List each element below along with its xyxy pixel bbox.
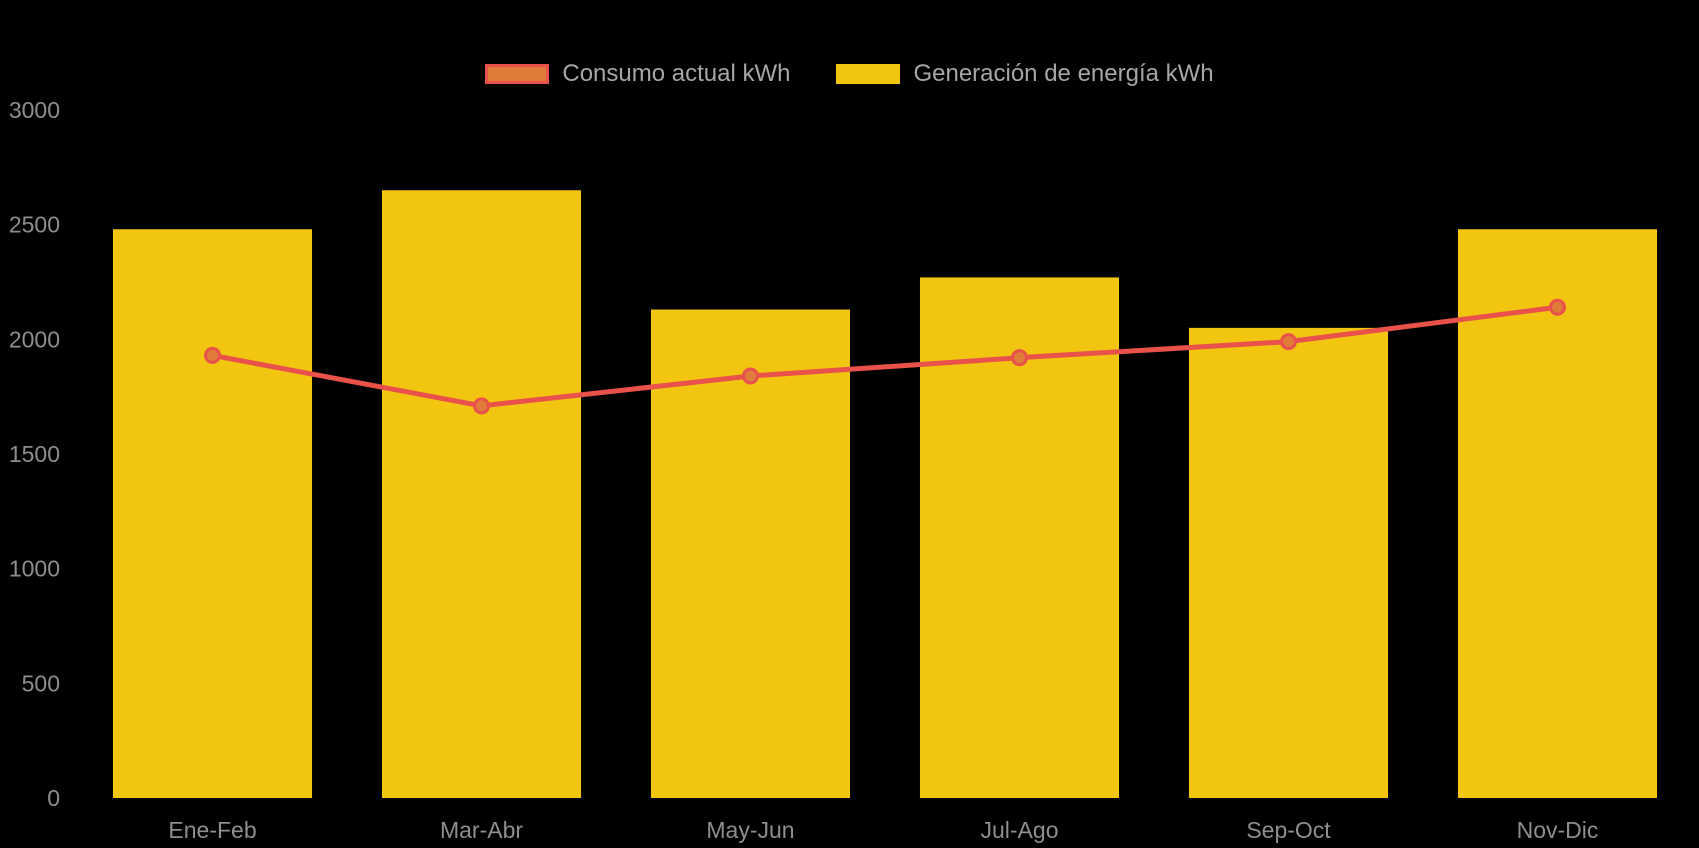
consumo-line — [212, 304, 1558, 409]
consumo-point-Ene-Feb[interactable] — [204, 346, 221, 364]
legend-item-generacion[interactable]: Generación de energía kWh — [836, 60, 1214, 88]
y-tick-label: 1500 — [9, 441, 60, 467]
chart-legend: Consumo actual kWh Generación de energía… — [0, 60, 1699, 88]
y-tick-label: 2500 — [9, 212, 60, 238]
x-category-label: Jul-Ago — [981, 817, 1059, 843]
bar-Ene-Feb[interactable] — [112, 229, 313, 799]
bar-Sep-Oct[interactable] — [1188, 327, 1389, 798]
bar-May-Jun[interactable] — [650, 309, 851, 798]
legend-label-consumo: Consumo actual kWh — [562, 60, 791, 87]
y-tick-label: 3000 — [9, 97, 60, 123]
x-category-label: May-Jun — [706, 817, 794, 843]
x-category-label: Nov-Dic — [1517, 817, 1599, 843]
legend-label-generacion: Generación de energía kWh — [913, 60, 1214, 87]
consumo-point-Mar-Abr[interactable] — [473, 397, 490, 415]
consumo-point-Nov-Dic[interactable] — [1549, 298, 1566, 316]
bar-Mar-Abr[interactable] — [381, 190, 582, 798]
y-tick-label: 2000 — [9, 326, 60, 352]
generacion-swatch-icon — [836, 64, 901, 84]
consumo-point-Sep-Oct[interactable] — [1280, 333, 1297, 351]
x-category-label: Sep-Oct — [1246, 817, 1331, 843]
y-tick-label: 500 — [22, 670, 60, 696]
legend-item-consumo[interactable]: Consumo actual kWh — [485, 60, 790, 88]
consumo-swatch-icon — [485, 64, 550, 84]
bar-Nov-Dic[interactable] — [1457, 229, 1658, 799]
consumo-point-Jul-Ago[interactable] — [1011, 349, 1028, 367]
x-category-label: Ene-Feb — [168, 817, 256, 843]
consumo-point-May-Jun[interactable] — [742, 367, 759, 385]
y-tick-label: 1000 — [9, 556, 60, 582]
x-category-label: Mar-Abr — [440, 817, 523, 843]
y-tick-label: 0 — [47, 785, 60, 811]
